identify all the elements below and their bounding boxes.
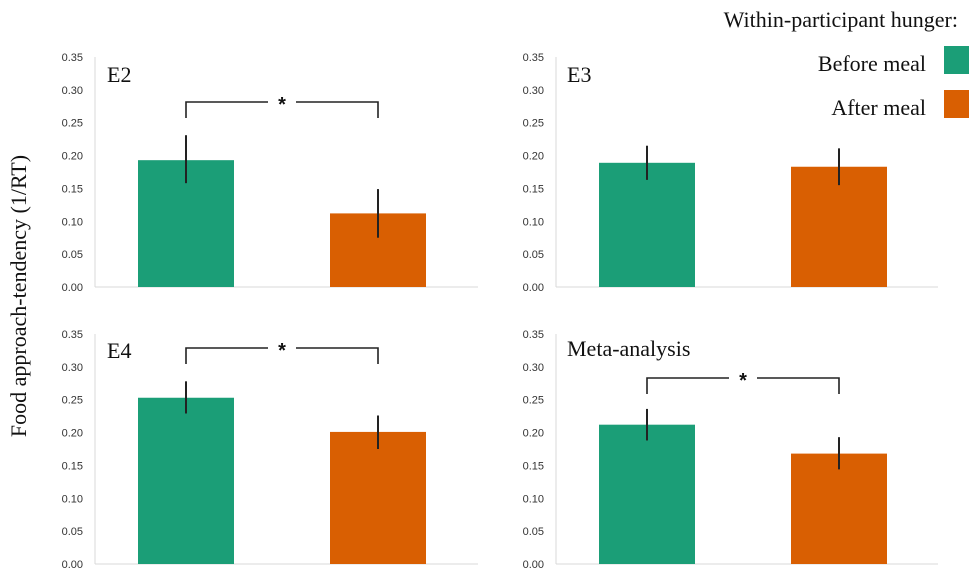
bracket-left [185,347,268,364]
bracket-right [757,377,840,394]
y-tick-label: 0.35 [62,329,83,341]
y-tick-label: 0.35 [523,329,544,341]
legend-label-before-meal: Before meal [818,51,926,76]
panel-e4: 0.00 0.05 0.10 0.15 0.20 0.25 0.30 0.35 E4 * [62,329,478,571]
significance-star: * [278,340,286,362]
significance-bracket: * [185,340,379,364]
legend-swatch-after-meal [944,90,969,118]
bracket-left [646,377,729,394]
y-tick-label: 0.05 [523,526,544,538]
panel-title: E3 [567,62,591,87]
y-tick-label: 0.05 [62,249,83,261]
legend-label-after-meal: After meal [831,95,926,120]
panel-title: E2 [107,62,131,87]
bar-before-meal [599,162,695,287]
y-tick-label: 0.25 [62,395,83,407]
panel-e2: 0.00 0.05 0.10 0.15 0.20 0.25 0.30 0.35 E2 * [62,52,478,294]
y-axis-label: Food approach-tendency (1/RT) [6,155,31,437]
y-tick-label: 0.20 [523,151,544,163]
panel-e3: 0.00 0.05 0.10 0.15 0.20 0.25 0.30 0.35 E3 [523,52,938,294]
y-tick-label: 0.30 [523,85,544,97]
significance-star: * [278,94,286,116]
y-tick-label: 0.30 [62,85,83,97]
significance-star: * [739,370,747,392]
significance-bracket: * [646,370,840,394]
y-tick-label: 0.00 [62,282,83,294]
y-tick-label: 0.30 [523,362,544,374]
bracket-right [296,347,379,364]
y-tick-label: 0.15 [523,460,544,472]
y-tick-label: 0.10 [523,493,544,505]
bar-after-meal [330,431,426,564]
legend: Within-participant hunger: Before meal A… [724,7,969,120]
significance-bracket: * [185,94,379,118]
panel-meta-analysis: 0.00 0.05 0.10 0.15 0.20 0.25 0.30 0.35 Meta-ana… [523,329,938,571]
y-tick-label: 0.35 [62,52,83,64]
y-tick-label: 0.00 [62,559,83,571]
y-tick-label: 0.15 [62,183,83,195]
y-tick-label: 0.10 [523,216,544,228]
bar-before-meal [138,397,234,564]
y-tick-label: 0.15 [523,183,544,195]
bar-before-meal [599,424,695,564]
y-tick-label: 0.20 [62,428,83,440]
y-tick-label: 0.25 [62,118,83,130]
panel-title: Meta-analysis [567,336,690,361]
y-tick-label: 0.25 [523,118,544,130]
y-tick-label: 0.30 [62,362,83,374]
y-tick-label: 0.05 [523,249,544,261]
y-tick-label: 0.25 [523,395,544,407]
y-tick-label: 0.10 [62,216,83,228]
bar-after-meal [791,166,887,287]
panels: 0.000.050.100.150.200.250.300.35E2*0.000… [62,52,938,571]
panel-title: E4 [107,338,131,363]
bar-after-meal [791,453,887,564]
y-tick-label: 0.05 [62,526,83,538]
legend-title: Within-participant hunger: [724,7,958,32]
y-tick-label: 0.15 [62,460,83,472]
y-tick-label: 0.00 [523,282,544,294]
y-tick-label: 0.35 [523,52,544,64]
y-tick-label: 0.10 [62,493,83,505]
y-tick-label: 0.20 [523,428,544,440]
y-tick-label: 0.00 [523,559,544,571]
bracket-left [185,101,268,118]
legend-swatch-before-meal [944,46,969,74]
y-tick-label: 0.20 [62,151,83,163]
bracket-right [296,101,379,118]
